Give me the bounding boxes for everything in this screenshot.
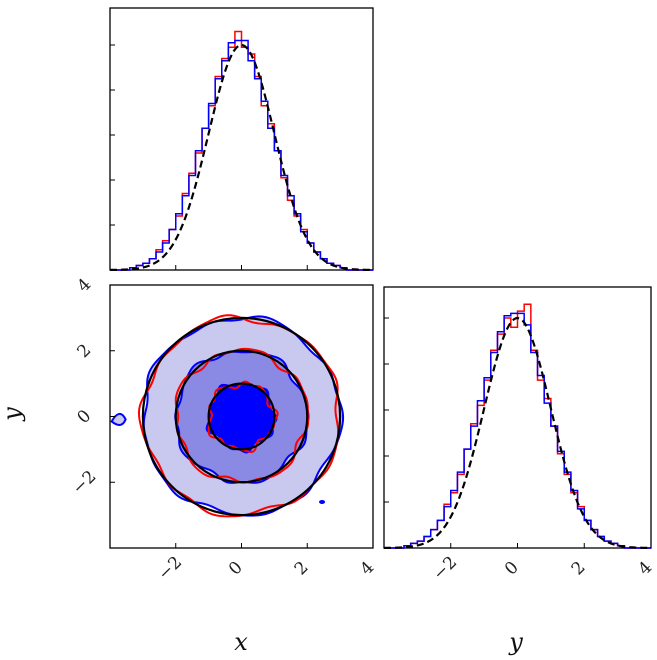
x-axis-label: x [234, 628, 248, 656]
x-tick-label: 0 [501, 558, 523, 580]
y-axis-label: y [0, 407, 26, 422]
blue-contour-island [110, 412, 127, 426]
red-contour-line [174, 347, 310, 484]
y-marginal-axis-label: y [508, 628, 523, 656]
y-tick-label: 2 [74, 340, 96, 362]
reference-contour-circle [141, 316, 342, 517]
reference-contour-circle [207, 382, 276, 451]
x-tick-label: 2 [568, 558, 590, 580]
x-tick-label: 4 [635, 558, 657, 580]
red-histogram-step [384, 303, 651, 549]
x-tick-label: 2 [291, 558, 313, 580]
red-contour-line [207, 380, 279, 454]
contour-area [110, 314, 345, 518]
x-tick-label: 0 [225, 558, 247, 580]
blue-filled-contour-level [206, 383, 277, 453]
reference-gaussian-curve [109, 43, 374, 272]
reference-gaussian-curve [383, 316, 652, 550]
red-histogram-step [110, 30, 373, 271]
y-tick-label: 4 [74, 275, 96, 297]
x-tick-label: 4 [357, 558, 379, 580]
blue-histogram-step [110, 39, 373, 271]
x-tick-label: −2 [429, 553, 461, 585]
marginal-y-histogram-panel: −2 0 2 4 [383, 286, 657, 585]
x-tick-label: −2 [154, 553, 186, 585]
marginal-x-histogram-panel [109, 7, 374, 272]
y-tick-label: 0 [74, 406, 96, 428]
joint-contour-panel: −2 0 2 4 −2 0 2 4 [69, 275, 379, 585]
blue-contour-island [319, 499, 326, 504]
y-tick-label: −2 [69, 467, 101, 499]
blue-histogram-step [384, 312, 651, 549]
reference-contour-circle [174, 349, 309, 484]
